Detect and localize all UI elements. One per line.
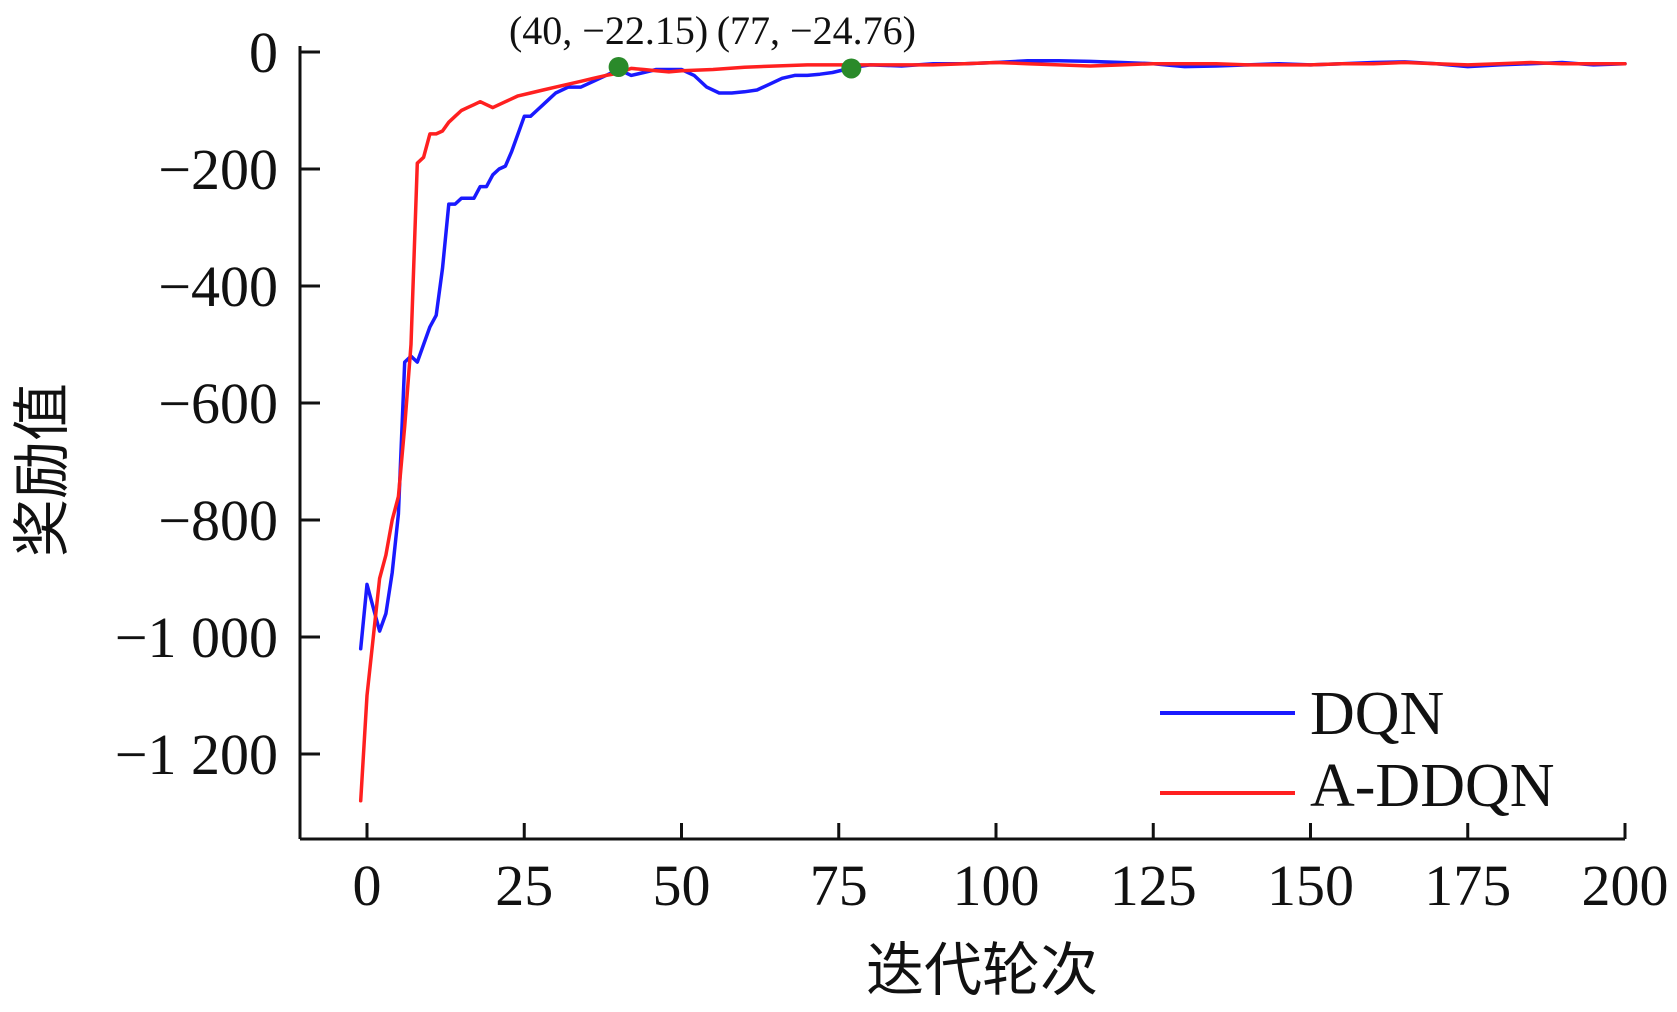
x-tick-label: 50 [653,853,711,918]
x-tick-label: 200 [1582,853,1669,918]
x-tick-label: 100 [953,853,1040,918]
y-tick-label: −600 [158,371,278,436]
series-line-addqn [358,60,1627,803]
x-tick-label: 175 [1424,853,1511,918]
x-tick-label: 125 [1110,853,1197,918]
x-tick-label: 0 [353,853,382,918]
x-axis-title: 迭代轮次 [866,936,1098,1004]
legend-label-addqn: A-DDQN [1310,752,1555,820]
annotation-point [608,56,629,77]
x-tick-label: 150 [1267,853,1354,918]
x-tick-label: 25 [495,853,553,918]
y-tick-label: 0 [249,20,278,85]
y-tick-label: −800 [158,488,278,553]
y-tick-label: −1 000 [115,605,278,670]
annotation-label: (40, −22.15) [509,8,708,53]
y-tick-label: −200 [158,137,278,202]
y-tick-label: −1 200 [115,722,278,787]
legend-label-dqn: DQN [1310,680,1444,748]
annotations: (40, −22.15) (77, −24.76) [509,8,916,79]
y-tick-label: −400 [158,254,278,319]
y-axis-title: 奖励值 [8,383,76,557]
series-line-dqn [358,59,1627,651]
x-ticks: 0 25 50 75 100 125 150 175 200 [353,823,1669,918]
legend: DQN A-DDQN [1160,680,1555,820]
axes [298,46,1625,841]
series-lines [358,59,1627,803]
annotation-label: (77, −24.76) [717,8,916,53]
y-ticks: 0 −200 −400 −600 −800 −1 000 −1 200 [115,20,320,787]
annotation-point [841,58,862,79]
x-tick-label: 75 [810,853,868,918]
